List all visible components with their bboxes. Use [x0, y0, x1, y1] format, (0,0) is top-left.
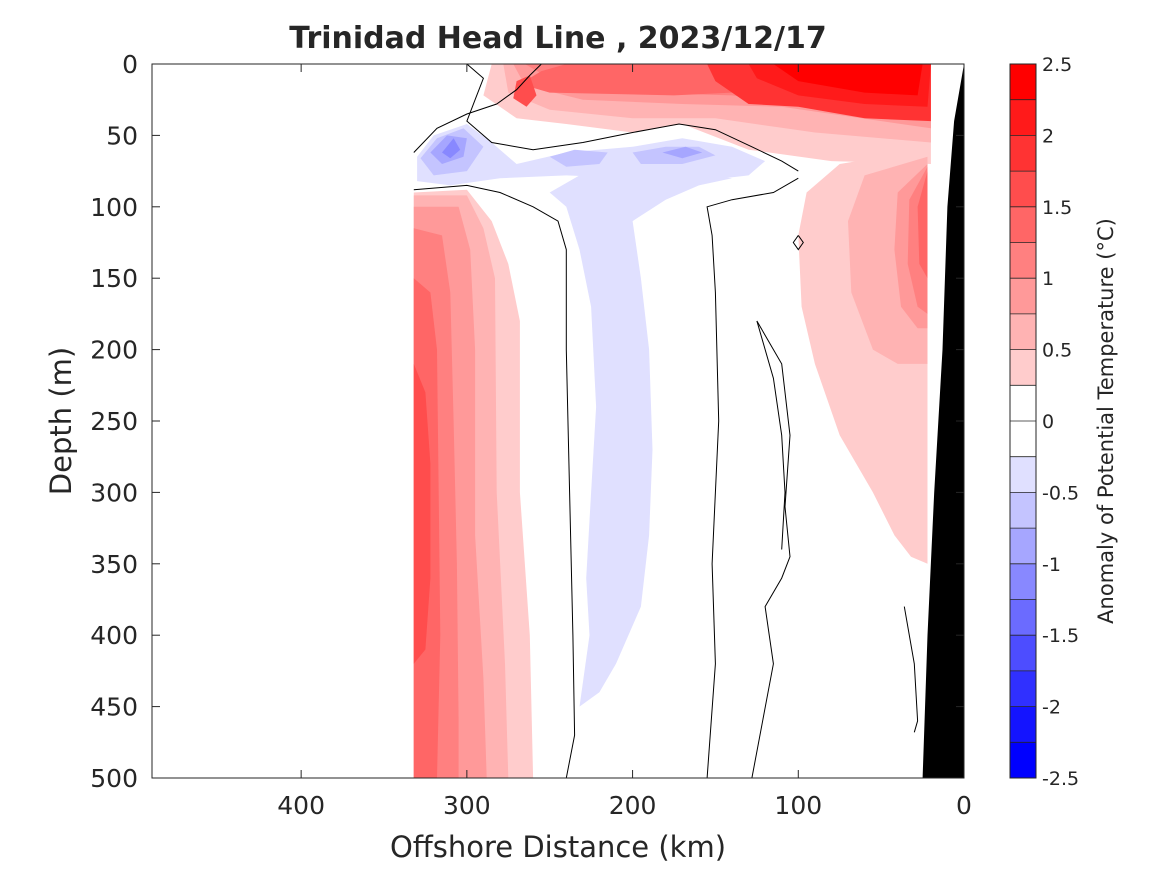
y-tick-label: 400 — [90, 621, 138, 650]
y-tick-label: 250 — [90, 407, 138, 436]
colorbar-tick-label: -1 — [1042, 554, 1061, 576]
surface-warm-level-6 — [513, 75, 537, 107]
cold-lens-level-6 — [662, 146, 703, 159]
colorbar-swatch — [1010, 349, 1036, 386]
chart-title: Trinidad Head Line , 2023/12/17 — [289, 21, 826, 56]
colorbar-swatch — [1010, 670, 1036, 707]
zero-contours — [413, 64, 919, 778]
y-tick-label: 150 — [90, 264, 138, 293]
y-tick-label: 100 — [90, 193, 138, 222]
x-tick-label: 0 — [956, 791, 972, 820]
x-axis-label: Offshore Distance (km) — [390, 830, 726, 864]
y-tick-label: 450 — [90, 693, 138, 722]
bathymetry — [922, 64, 964, 778]
y-tick-label: 0 — [122, 50, 138, 79]
zero-contour-mid — [706, 177, 799, 778]
colorbar-swatch — [1010, 563, 1036, 600]
warm-column-level-6 — [413, 363, 431, 664]
colorbar-label: Anomaly of Potential Temperature (°C) — [1094, 218, 1118, 624]
x-tick-label: 100 — [774, 791, 822, 820]
colorbar-swatch — [1010, 421, 1036, 457]
surface-warm-level-9 — [773, 64, 923, 96]
anomaly-fields — [413, 64, 931, 778]
colorbar-swatch — [1010, 635, 1036, 671]
colorbar-tick-label: 2.5 — [1042, 54, 1072, 76]
zero-contour-upper — [466, 64, 799, 172]
colorbar-swatch — [1010, 99, 1036, 136]
colorbar-swatch — [1010, 135, 1036, 172]
zero-contour-inner — [751, 320, 791, 778]
colorbar-tick-label: 1 — [1042, 268, 1054, 290]
zero-contour-nearshore — [903, 606, 919, 733]
colorbar-swatch — [1010, 171, 1036, 207]
y-tick-label: 500 — [90, 764, 138, 793]
y-tick-label: 50 — [106, 121, 138, 150]
colorbar-tick-label: 1.5 — [1042, 197, 1072, 219]
zero-contour-lower — [413, 184, 576, 778]
colorbar-tick-label: -2 — [1042, 697, 1061, 719]
colorbar-swatch — [1010, 242, 1036, 279]
x-tick-label: 200 — [609, 791, 657, 820]
colorbar-swatch — [1010, 64, 1036, 100]
cold-lens-level-7 — [442, 138, 461, 159]
colorbar-swatch — [1010, 313, 1036, 350]
colorbar-tick-label: 0 — [1042, 411, 1054, 433]
zero-contour-eddy — [792, 235, 804, 251]
colorbar-tick-label: 2 — [1042, 125, 1054, 147]
cold-lens-level-3 — [549, 149, 608, 167]
colorbar-tick-label: -0.5 — [1042, 482, 1079, 504]
y-tick-label: 350 — [90, 550, 138, 579]
colorbar-swatch — [1010, 456, 1036, 493]
colorbar-swatch — [1010, 492, 1036, 529]
zero-contour-inner-2 — [756, 320, 786, 550]
nearshore-warm-level-5 — [917, 171, 928, 279]
x-tick-label: 300 — [443, 791, 491, 820]
colorbar-swatch — [1010, 206, 1036, 243]
plot-area — [152, 64, 964, 778]
x-axis-ticks: 400 300 200 100 0 — [277, 64, 972, 820]
colorbar-swatch — [1010, 706, 1036, 743]
colorbar-tick-label: -1.5 — [1042, 625, 1079, 647]
colorbar-swatch — [1010, 278, 1036, 314]
colorbar: 2.5 2 1.5 1 0.5 0 -0.5 -1 -1.5 -2 -2.5 — [1009, 54, 1079, 790]
colorbar-swatch — [1010, 599, 1036, 636]
colorbar-tick-label: 0.5 — [1042, 340, 1072, 362]
colorbar-tick-label: -2.5 — [1042, 768, 1079, 790]
x-tick-label: 400 — [277, 791, 325, 820]
y-axis-label: Depth (m) — [44, 347, 78, 495]
surface-warm-level-5 — [519, 64, 732, 96]
colorbar-frame — [1009, 63, 1037, 779]
y-axis-ticks: 0 50 100 150 200 250 300 350 400 450 500 — [90, 50, 964, 793]
y-tick-label: 300 — [90, 478, 138, 507]
colorbar-swatch — [1010, 528, 1036, 564]
colorbar-swatch — [1010, 742, 1036, 778]
y-tick-label: 200 — [90, 336, 138, 365]
zero-contour-surface — [413, 64, 542, 153]
cold-tongue-level-1 — [549, 164, 732, 707]
colorbar-swatch — [1010, 385, 1036, 421]
